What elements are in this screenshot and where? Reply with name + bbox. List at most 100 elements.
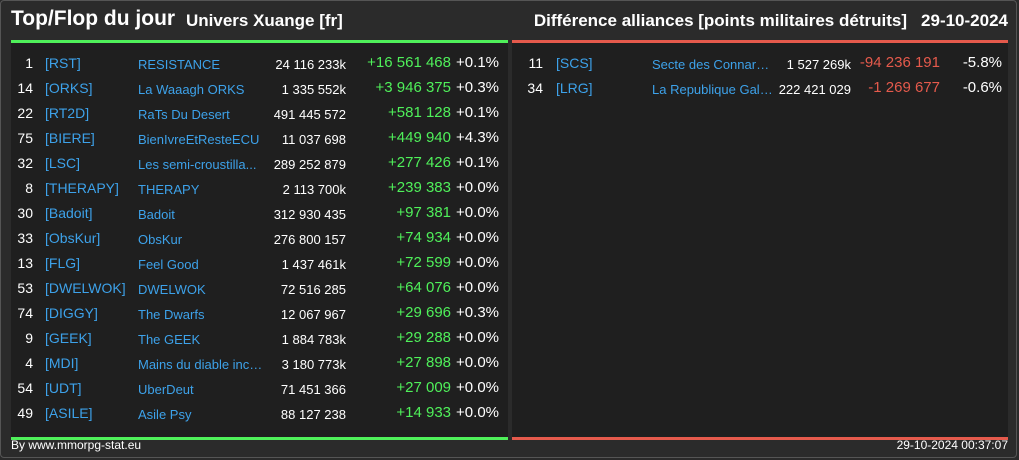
top-row: 49 [ASILE] Asile Psy 88 127 238 +14 933 +0.0% bbox=[11, 401, 508, 426]
rank-number: 30 bbox=[17, 205, 33, 221]
rank-number: 13 bbox=[17, 255, 33, 271]
rank-number: 34 bbox=[527, 80, 543, 96]
point-difference: +64 076 bbox=[396, 279, 451, 296]
percent-change: +0.0% bbox=[456, 204, 499, 221]
rank-number: 32 bbox=[17, 155, 33, 171]
point-difference: +14 933 bbox=[396, 404, 451, 421]
alliance-tag-link[interactable]: [MDI] bbox=[45, 355, 79, 371]
alliance-name-link[interactable]: RaTs Du Desert bbox=[138, 107, 230, 122]
point-difference: -1 269 677 bbox=[868, 79, 940, 96]
alliance-name-link[interactable]: The Dwarfs bbox=[138, 307, 205, 322]
header-date: 29-10-2024 bbox=[921, 11, 1008, 30]
point-difference: +27 009 bbox=[396, 379, 451, 396]
alliance-tag-link[interactable]: [RST] bbox=[45, 55, 81, 71]
rank-number: 53 bbox=[17, 280, 33, 296]
rank-number: 8 bbox=[25, 180, 33, 196]
percent-change: +4.3% bbox=[456, 129, 499, 146]
alliance-points: 24 116 233k bbox=[275, 57, 346, 72]
point-difference: +581 128 bbox=[388, 104, 451, 121]
alliance-name-link[interactable]: Les semi-croustilla... bbox=[138, 157, 257, 172]
alliance-name-link[interactable]: Asile Psy bbox=[138, 407, 192, 422]
alliance-tag-link[interactable]: [FLG] bbox=[45, 255, 81, 271]
alliance-tag-link[interactable]: [SCS] bbox=[556, 55, 593, 71]
alliance-points: 88 127 238 bbox=[280, 407, 346, 422]
point-difference: +239 383 bbox=[388, 179, 451, 196]
alliance-tag-link[interactable]: [BIERE] bbox=[45, 130, 95, 146]
rank-number: 4 bbox=[25, 355, 33, 371]
alliance-points: 491 445 572 bbox=[273, 107, 346, 122]
alliance-tag-link[interactable]: [UDT] bbox=[45, 380, 82, 396]
ranking-subtitle: Différence alliances [points militaires … bbox=[533, 11, 907, 30]
flop-row: 34 [LRG] La Republique Gala... 222 421 029-… bbox=[512, 76, 1008, 101]
universe-label: Univers Xuange [fr] bbox=[186, 11, 343, 30]
top-row: 53 [DWELWOK] DWELWOK 72 516 285 +64 076 +0.0% bbox=[11, 276, 508, 301]
alliance-name-link[interactable]: Feel Good bbox=[138, 257, 199, 272]
alliance-name-link[interactable]: DWELWOK bbox=[138, 282, 206, 297]
alliance-points: 276 800 157 bbox=[273, 232, 346, 247]
footer-site: By www.mmorpg-stat.eu bbox=[11, 438, 142, 452]
top-row: 74 [DIGGY] The Dwarfs 12 067 967 +29 696 +0.3… bbox=[11, 301, 508, 326]
alliance-tag-link[interactable]: [ASILE] bbox=[45, 405, 93, 421]
alliance-name-link[interactable]: The GEEK bbox=[138, 332, 201, 347]
alliance-name-link[interactable]: RESISTANCE bbox=[138, 57, 221, 72]
rank-number: 11 bbox=[528, 55, 543, 71]
alliance-points: 222 421 029 bbox=[778, 82, 851, 97]
flop-panel: 11 [SCS] Secte des Connard... 1 527 269k -94… bbox=[512, 40, 1008, 440]
alliance-name-link[interactable]: THERAPY bbox=[138, 182, 200, 197]
percent-change: +0.0% bbox=[456, 379, 499, 396]
alliance-points: 3 180 773k bbox=[281, 357, 346, 372]
rank-number: 54 bbox=[17, 380, 33, 396]
point-difference: -94 236 191 bbox=[859, 54, 940, 71]
rank-number: 9 bbox=[25, 330, 33, 346]
alliance-tag-link[interactable]: [DWELWOK] bbox=[45, 280, 126, 296]
alliance-name-link[interactable]: Mains du diable inco... bbox=[138, 357, 263, 372]
alliance-tag-link[interactable]: [Badoit] bbox=[45, 205, 93, 221]
percent-change: +0.1% bbox=[456, 54, 499, 71]
rank-number: 33 bbox=[17, 230, 33, 246]
percent-change: +0.0% bbox=[456, 229, 499, 246]
percent-change: +0.0% bbox=[456, 354, 499, 371]
alliance-tag-link[interactable]: [GEEK] bbox=[45, 330, 92, 346]
alliance-tag-link[interactable]: [LSC] bbox=[45, 155, 81, 171]
alliance-name-link[interactable]: BienIvreEtResteECU bbox=[138, 132, 260, 147]
point-difference: +29 696 bbox=[396, 304, 451, 321]
alliance-name-link[interactable]: UberDeut bbox=[138, 382, 194, 397]
alliance-points: 71 451 366 bbox=[280, 382, 346, 397]
top-row: 4 [MDI] Mains du diable inco... 3 180 773k +… bbox=[11, 351, 508, 376]
percent-change: -5.8% bbox=[962, 54, 1002, 71]
point-difference: +449 940 bbox=[388, 129, 451, 146]
top-row: 33 [ObsKur] ObsKur 276 800 157 +74 934 +0.0% bbox=[11, 226, 508, 251]
top-row: 14 [ORKS] La Waaagh ORKS 1 335 552k +3 946 3… bbox=[11, 76, 508, 101]
footer-timestamp: 29-10-2024 00:37:07 bbox=[896, 438, 1008, 452]
alliance-name-link[interactable]: ObsKur bbox=[138, 232, 183, 247]
percent-change: +0.0% bbox=[456, 179, 499, 196]
percent-change: +0.0% bbox=[456, 329, 499, 346]
alliance-name-link[interactable]: La Waaagh ORKS bbox=[138, 82, 245, 97]
top-row: 1 [RST] RESISTANCE 24 116 233k +16 561 468 +0… bbox=[11, 51, 508, 76]
top-row: 8 [THERAPY] THERAPY 2 113 700k +239 383 +0.0% bbox=[11, 176, 508, 201]
alliance-name-link[interactable]: Badoit bbox=[138, 207, 175, 222]
alliance-tag-link[interactable]: [ORKS] bbox=[45, 80, 93, 96]
percent-change: -0.6% bbox=[962, 79, 1002, 96]
percent-change: +0.0% bbox=[456, 404, 499, 421]
alliance-points: 312 930 435 bbox=[273, 207, 346, 222]
alliance-tag-link[interactable]: [THERAPY] bbox=[45, 180, 119, 196]
alliance-points: 12 067 967 bbox=[280, 307, 346, 322]
alliance-points: 289 252 879 bbox=[273, 157, 346, 172]
alliance-points: 1 437 461k bbox=[281, 257, 346, 272]
alliance-points: 1 884 783k bbox=[281, 332, 346, 347]
point-difference: +74 934 bbox=[396, 229, 451, 246]
point-difference: +97 381 bbox=[396, 204, 451, 221]
alliance-points: 2 113 700k bbox=[282, 182, 346, 197]
top-row: 54 [UDT] UberDeut 71 451 366 +27 009 +0.0% bbox=[11, 376, 508, 401]
percent-change: +0.3% bbox=[456, 304, 499, 321]
alliance-tag-link[interactable]: [RT2D] bbox=[45, 105, 90, 121]
alliance-tag-link[interactable]: [DIGGY] bbox=[45, 305, 98, 321]
alliance-tag-link[interactable]: [ObsKur] bbox=[45, 230, 101, 246]
alliance-points: 1 335 552k bbox=[281, 82, 346, 97]
page-title: Top/Flop du jour bbox=[11, 7, 176, 30]
point-difference: +277 426 bbox=[388, 154, 451, 171]
alliance-tag-link[interactable]: [LRG] bbox=[556, 80, 593, 96]
flop-row: 11 [SCS] Secte des Connard... 1 527 269k -94… bbox=[512, 51, 1008, 76]
point-difference: +3 946 375 bbox=[375, 79, 452, 96]
